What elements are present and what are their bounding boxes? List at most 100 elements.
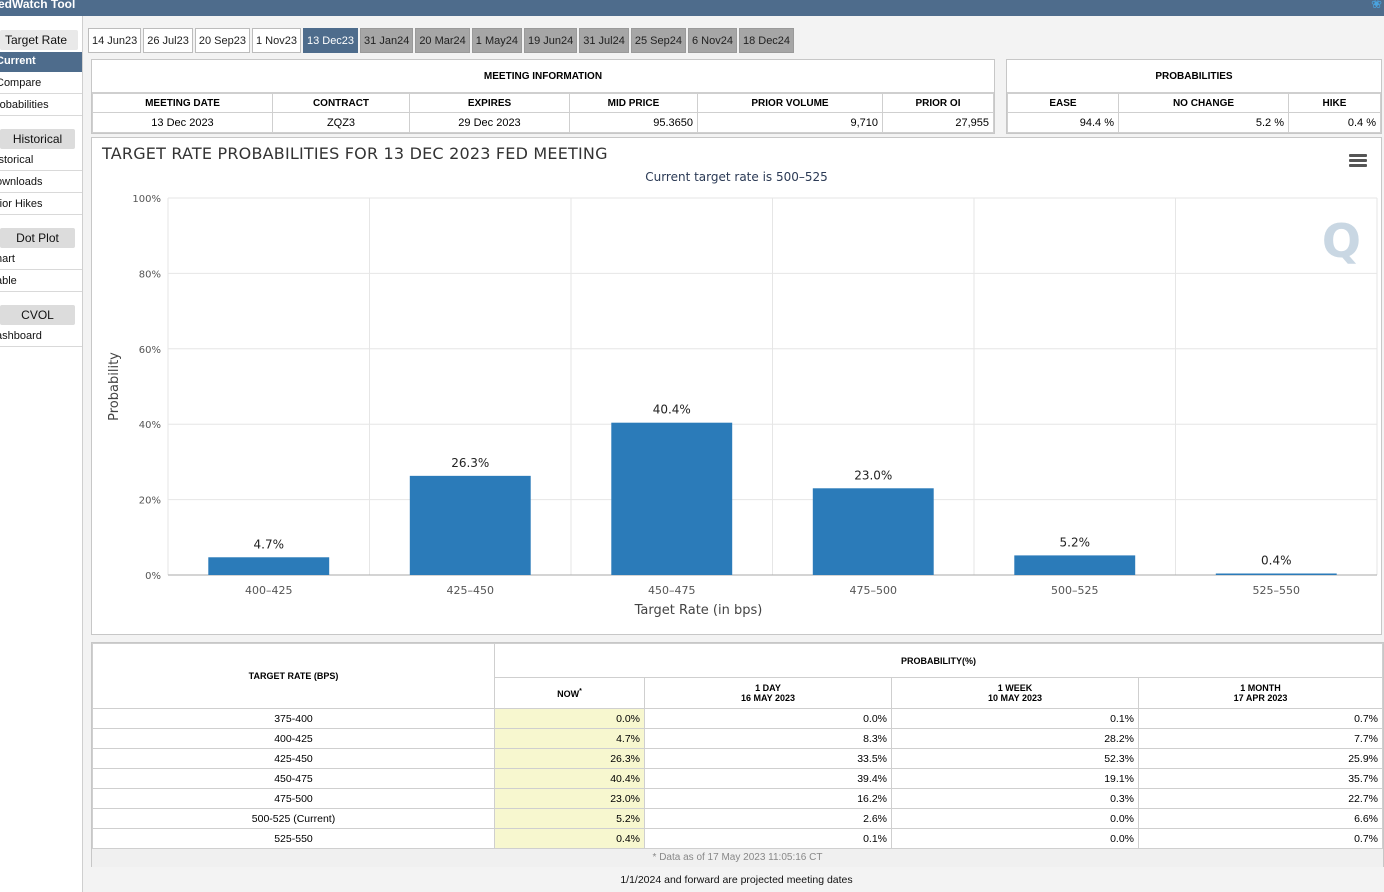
cell-now: 5.2% [494, 808, 645, 829]
cell-day: 0.1% [644, 828, 892, 849]
tab-meeting[interactable]: 19 Jun24 [524, 28, 578, 53]
cell-day: 2.6% [644, 808, 892, 829]
meeting-info-title: MEETING INFORMATION [92, 60, 994, 93]
meeting-info-table: MEETING DATE CONTRACT EXPIRES MID PRICE … [92, 93, 994, 133]
cell-day: 0.0% [644, 708, 892, 729]
data-label: 40.4% [653, 403, 691, 417]
cell-week: 0.3% [891, 788, 1139, 809]
footnote: 1/1/2024 and forward are projected meeti… [620, 874, 853, 886]
col-prior-oi: PRIOR OI [882, 93, 994, 113]
cell-day: 39.4% [644, 768, 892, 789]
sidebar-item-dashboard[interactable]: ashboard [0, 325, 82, 347]
tab-meeting[interactable]: 6 Nov24 [687, 28, 737, 53]
cell-month: 35.7% [1138, 768, 1383, 789]
cell-now: 26.3% [494, 748, 645, 769]
cell-month: 22.7% [1138, 788, 1383, 809]
data-label: 23.0% [854, 468, 892, 482]
app-title: edWatch Tool [0, 0, 76, 11]
tab-meeting[interactable]: 1 Nov23 [251, 28, 301, 53]
cell-day: 33.5% [644, 748, 892, 769]
sidebar-item-downloads[interactable]: ownloads [0, 171, 82, 193]
cell-rate: 500-525 (Current) [92, 808, 495, 829]
cell-rate: 400-425 [92, 728, 495, 749]
cell-now: 0.4% [494, 828, 645, 849]
twitter-icon[interactable]: ❀ [1371, 0, 1382, 11]
col-1-week: 1 WEEK 10 MAY 2023 [891, 677, 1139, 709]
cell-rate: 450-475 [92, 768, 495, 789]
y-tick-label: 80% [139, 269, 161, 280]
prior-oi-value: 27,955 [882, 112, 994, 133]
col-ease: EASE [1007, 93, 1119, 113]
sidebar-item-chart[interactable]: hart [0, 248, 82, 270]
x-tick-label: 500–525 [1051, 584, 1099, 597]
mid-price-value: 95.3650 [569, 112, 698, 133]
sidebar-item-current[interactable]: Current [0, 52, 82, 72]
data-as-of: * Data as of 17 May 2023 11:05:16 CT [92, 849, 1383, 867]
data-label: 26.3% [451, 456, 489, 470]
sidebar-header-dot-plot[interactable]: Dot Plot [0, 228, 75, 248]
sidebar-header-cvol[interactable]: CVOL [0, 305, 75, 325]
tab-meeting[interactable]: 31 Jan24 [360, 28, 414, 53]
table-row: 525-550 0.4% 0.1% 0.0% 0.7% [92, 828, 1383, 849]
x-tick-label: 450–475 [648, 584, 696, 597]
data-label: 4.7% [254, 537, 285, 551]
tab-meeting[interactable]: 26 Jul23 [143, 28, 193, 53]
table-row: 450-475 40.4% 39.4% 19.1% 35.7% [92, 768, 1383, 789]
table-row: 400-425 4.7% 8.3% 28.2% 7.7% [92, 728, 1383, 749]
x-tick-label: 525–550 [1253, 584, 1301, 597]
cell-now: 23.0% [494, 788, 645, 809]
data-label: 0.4% [1261, 553, 1292, 567]
cell-month: 0.7% [1138, 708, 1383, 729]
expires-value: 29 Dec 2023 [409, 112, 570, 133]
tab-meeting[interactable]: 25 Sep24 [630, 28, 686, 53]
tab-meeting[interactable]: 1 May24 [471, 28, 522, 53]
tab-meeting[interactable]: 20 Mar24 [415, 28, 470, 53]
cell-now: 40.4% [494, 768, 645, 789]
chart-subtitle: Current target rate is 500–525 [645, 170, 828, 184]
probabilities-title: PROBABILITIES [1007, 60, 1381, 93]
chart-menu-icon[interactable] [1349, 154, 1367, 168]
sidebar-header-historical[interactable]: Historical [0, 129, 75, 149]
bar [1014, 555, 1136, 575]
tab-meeting[interactable]: 13 Dec23 [302, 28, 359, 53]
sidebar-item-compare[interactable]: Compare [0, 72, 82, 94]
cell-month: 6.6% [1138, 808, 1383, 829]
tab-meeting[interactable]: 18 Dec24 [738, 28, 795, 53]
bar [409, 475, 531, 575]
probabilities-table: EASE NO CHANGE HIKE 94.4 % 5.2 % 0.4 % [1007, 93, 1381, 133]
ease-value: 94.4 % [1007, 112, 1119, 133]
tab-meeting[interactable]: 31 Jul24 [579, 28, 629, 53]
cell-day: 8.3% [644, 728, 892, 749]
cell-week: 28.2% [891, 728, 1139, 749]
col-contract: CONTRACT [272, 93, 410, 113]
cell-week: 52.3% [891, 748, 1139, 769]
cell-week: 19.1% [891, 768, 1139, 789]
col-target-rate: TARGET RATE (BPS) [92, 643, 495, 709]
sidebar-item-prior-hikes[interactable]: rior Hikes [0, 193, 82, 215]
quikstrike-logo: Q [1321, 214, 1361, 268]
bar [208, 557, 330, 575]
sidebar-item-table[interactable]: able [0, 270, 82, 292]
tab-meeting[interactable]: 20 Sep23 [194, 28, 250, 53]
col-now: NOW* [494, 677, 645, 709]
probabilities-panel: PROBABILITIES EASE NO CHANGE HIKE 94.4 %… [1006, 59, 1382, 134]
chart-title: TARGET RATE PROBABILITIES FOR 13 DEC 202… [102, 144, 608, 163]
cell-month: 7.7% [1138, 728, 1383, 749]
probability-table: TARGET RATE (BPS) PROBABILITY(%) NOW* 1 … [92, 643, 1383, 849]
col-no-change: NO CHANGE [1118, 93, 1289, 113]
tab-meeting[interactable]: 14 Jun23 [88, 28, 142, 53]
sidebar-item-historical[interactable]: istorical [0, 149, 82, 171]
y-tick-label: 40% [139, 420, 161, 431]
cell-day: 16.2% [644, 788, 892, 809]
y-tick-label: 0% [145, 571, 161, 582]
y-tick-label: 20% [139, 496, 161, 507]
bar [1215, 573, 1337, 575]
probability-table-panel: TARGET RATE (BPS) PROBABILITY(%) NOW* 1 … [91, 642, 1384, 867]
cell-now: 0.0% [494, 708, 645, 729]
x-tick-label: 425–450 [447, 584, 495, 597]
x-axis-title: Target Rate (in bps) [634, 603, 763, 618]
sidebar-header-target-rate[interactable]: Target Rate [0, 30, 78, 50]
sidebar-item-probabilities[interactable]: robabilities [0, 94, 82, 116]
chart-panel: TARGET RATE PROBABILITIES FOR 13 DEC 202… [91, 137, 1382, 635]
data-label: 5.2% [1060, 535, 1091, 549]
